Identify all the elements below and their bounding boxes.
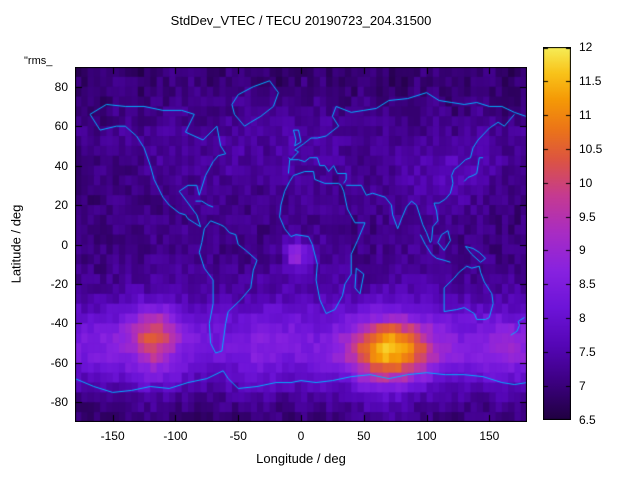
chart-title: StdDev_VTEC / TECU 20190723_204.31500 — [170, 13, 432, 28]
colorbar-tick-label: 9.5 — [579, 209, 596, 224]
map-canvas — [75, 67, 527, 422]
y-tick-label: -20 — [50, 276, 68, 291]
colorbar-tick-label: 10 — [579, 175, 593, 190]
series-label: "rms_ — [24, 55, 53, 67]
x-tick-label: -50 — [229, 429, 247, 443]
colorbar-tick-label: 10.5 — [579, 141, 603, 156]
x-tick-label: 0 — [297, 429, 305, 443]
x-axis-label: Longitude / deg — [256, 451, 346, 466]
colorbar-tick-label: 9 — [579, 243, 586, 258]
x-tick-label: -150 — [100, 429, 125, 443]
y-axis-label: Latitude / deg — [8, 204, 24, 284]
x-tick-label: 100 — [416, 429, 437, 443]
y-tick-label: 60 — [54, 119, 68, 134]
y-tick-label: 0 — [61, 237, 68, 252]
colorbar-tick-label: 7.5 — [579, 345, 596, 360]
x-tick-label: 50 — [357, 429, 371, 443]
colorbar-tick-label: 12 — [579, 40, 593, 54]
colorbar-tick-label: 8 — [579, 311, 586, 326]
y-tick-label: 80 — [54, 79, 68, 94]
y-tick-label: -60 — [50, 355, 68, 370]
y-tick-label: -40 — [50, 316, 68, 331]
x-tick-label: -100 — [163, 429, 188, 443]
colorbar-tick-label: 11 — [579, 107, 592, 122]
y-tick-label: 20 — [54, 198, 68, 213]
colorbar-tick-label: 7 — [579, 379, 586, 394]
colorbar-tick-label: 6.5 — [579, 413, 596, 427]
colorbar-tick-label: 11.5 — [579, 73, 602, 88]
y-tick-label: 40 — [54, 158, 68, 173]
x-tick-label: 150 — [479, 429, 500, 443]
y-tick-label: -80 — [50, 395, 68, 410]
colorbar-canvas — [543, 47, 571, 420]
colorbar-tick-label: 8.5 — [579, 277, 596, 292]
